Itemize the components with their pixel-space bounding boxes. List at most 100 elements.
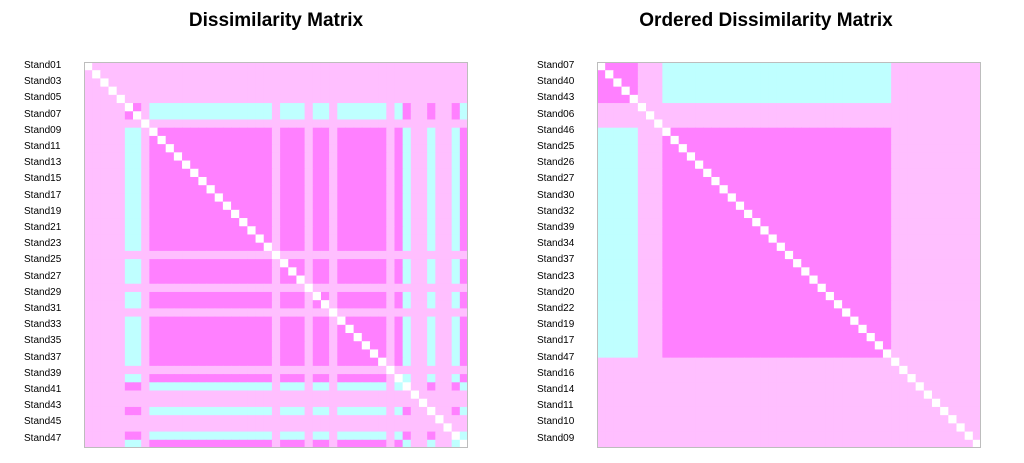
heatmap-cell: [891, 349, 900, 359]
heatmap-cell: [263, 86, 273, 96]
heatmap-cell: [842, 176, 851, 186]
heatmap-cell: [427, 390, 436, 400]
heatmap-cell: [809, 431, 819, 441]
heatmap-cell: [703, 267, 712, 277]
heatmap-cell: [353, 201, 363, 211]
heatmap-cell: [891, 365, 900, 375]
heatmap-cell: [874, 234, 884, 244]
heatmap-cell: [418, 259, 428, 268]
heatmap-cell: [646, 275, 655, 285]
heatmap-cell: [84, 267, 93, 277]
heatmap-cell: [833, 275, 843, 285]
heatmap-cell: [361, 333, 371, 342]
heatmap-cell: [402, 439, 412, 448]
heatmap-cell: [353, 300, 363, 309]
heatmap-cell: [940, 349, 949, 359]
heatmap-cell: [972, 316, 981, 326]
heatmap-cell: [173, 201, 183, 211]
heatmap-cell: [793, 398, 802, 408]
heatmap-cell: [793, 374, 802, 383]
heatmap-cell: [646, 250, 655, 260]
heatmap-cell: [345, 259, 355, 268]
heatmap-cell: [678, 127, 688, 137]
heatmap-cell: [141, 127, 150, 137]
heatmap-cell: [133, 201, 142, 211]
heatmap-cell: [768, 390, 778, 400]
heatmap-cell: [190, 94, 199, 104]
heatmap-cell: [646, 226, 655, 236]
heatmap-cell: [459, 365, 468, 375]
heatmap-cell: [190, 78, 199, 88]
heatmap-cell: [621, 209, 631, 219]
heatmap-cell: [784, 135, 794, 145]
heatmap-cell: [418, 185, 428, 194]
heatmap-cell: [670, 152, 680, 162]
heatmap-cell: [678, 234, 688, 244]
heatmap-cell: [637, 78, 647, 88]
heatmap-cell: [206, 439, 216, 448]
heatmap-cell: [124, 439, 134, 448]
heatmap-cell: [149, 365, 159, 375]
heatmap-cell: [923, 406, 933, 416]
heatmap-cell: [190, 70, 199, 80]
heatmap-cell: [410, 86, 420, 96]
heatmap-cell: [108, 275, 118, 285]
heatmap-cell: [206, 135, 216, 145]
heatmap-cell: [597, 324, 606, 334]
heatmap-cell: [263, 226, 273, 236]
heatmap-cell: [907, 250, 917, 260]
heatmap-cell: [923, 431, 933, 441]
heatmap-cell: [629, 209, 639, 219]
heatmap-cell: [956, 226, 966, 236]
heatmap-cell: [686, 78, 696, 88]
heatmap-cell: [629, 259, 639, 268]
heatmap-cell: [124, 193, 134, 203]
heatmap-cell: [92, 324, 101, 334]
heatmap-cell: [149, 62, 159, 71]
heatmap-cell: [760, 382, 770, 392]
heatmap-cell: [84, 291, 93, 301]
heatmap-cell: [427, 103, 436, 112]
heatmap-cell: [597, 431, 606, 441]
heatmap-cell: [760, 226, 770, 236]
heatmap-cell: [133, 275, 142, 285]
heatmap-cell: [923, 423, 933, 433]
heatmap-cell: [410, 144, 420, 153]
heatmap-cell: [296, 259, 306, 268]
heatmap-cell: [418, 242, 428, 252]
heatmap-cell: [874, 406, 884, 416]
heatmap-cell: [133, 267, 142, 277]
heatmap-cell: [654, 111, 663, 121]
heatmap-cell: [312, 365, 322, 375]
heatmap-cell: [760, 267, 770, 277]
heatmap-cell: [247, 168, 257, 178]
heatmap-cell: [271, 226, 281, 236]
heatmap-cell: [304, 308, 314, 318]
heatmap-cell: [907, 259, 917, 268]
heatmap-cell: [670, 349, 680, 359]
heatmap-cell: [116, 431, 126, 441]
heatmap-cell: [719, 333, 729, 342]
heatmap-cell: [727, 283, 737, 293]
heatmap-cell: [312, 324, 322, 334]
heatmap-cell: [776, 300, 786, 309]
heatmap-cell: [703, 275, 712, 285]
heatmap-cell: [182, 234, 191, 244]
heatmap-cell: [899, 259, 909, 268]
heatmap-cell: [784, 234, 794, 244]
heatmap-cell: [451, 382, 461, 392]
heatmap-cell: [222, 152, 232, 162]
heatmap-cell: [108, 70, 118, 80]
heatmap-cell: [874, 78, 884, 88]
heatmap-cell: [801, 135, 811, 145]
heatmap-cell: [198, 103, 208, 112]
heatmap-cell: [337, 349, 347, 359]
heatmap-cell: [402, 250, 412, 260]
heatmap-cell: [427, 209, 436, 219]
heatmap-cell: [149, 267, 159, 277]
heatmap-cell: [271, 119, 281, 129]
heatmap-cell: [304, 390, 314, 400]
heatmap-cell: [133, 119, 142, 129]
heatmap-cell: [850, 176, 860, 186]
heatmap-cell: [678, 333, 688, 342]
